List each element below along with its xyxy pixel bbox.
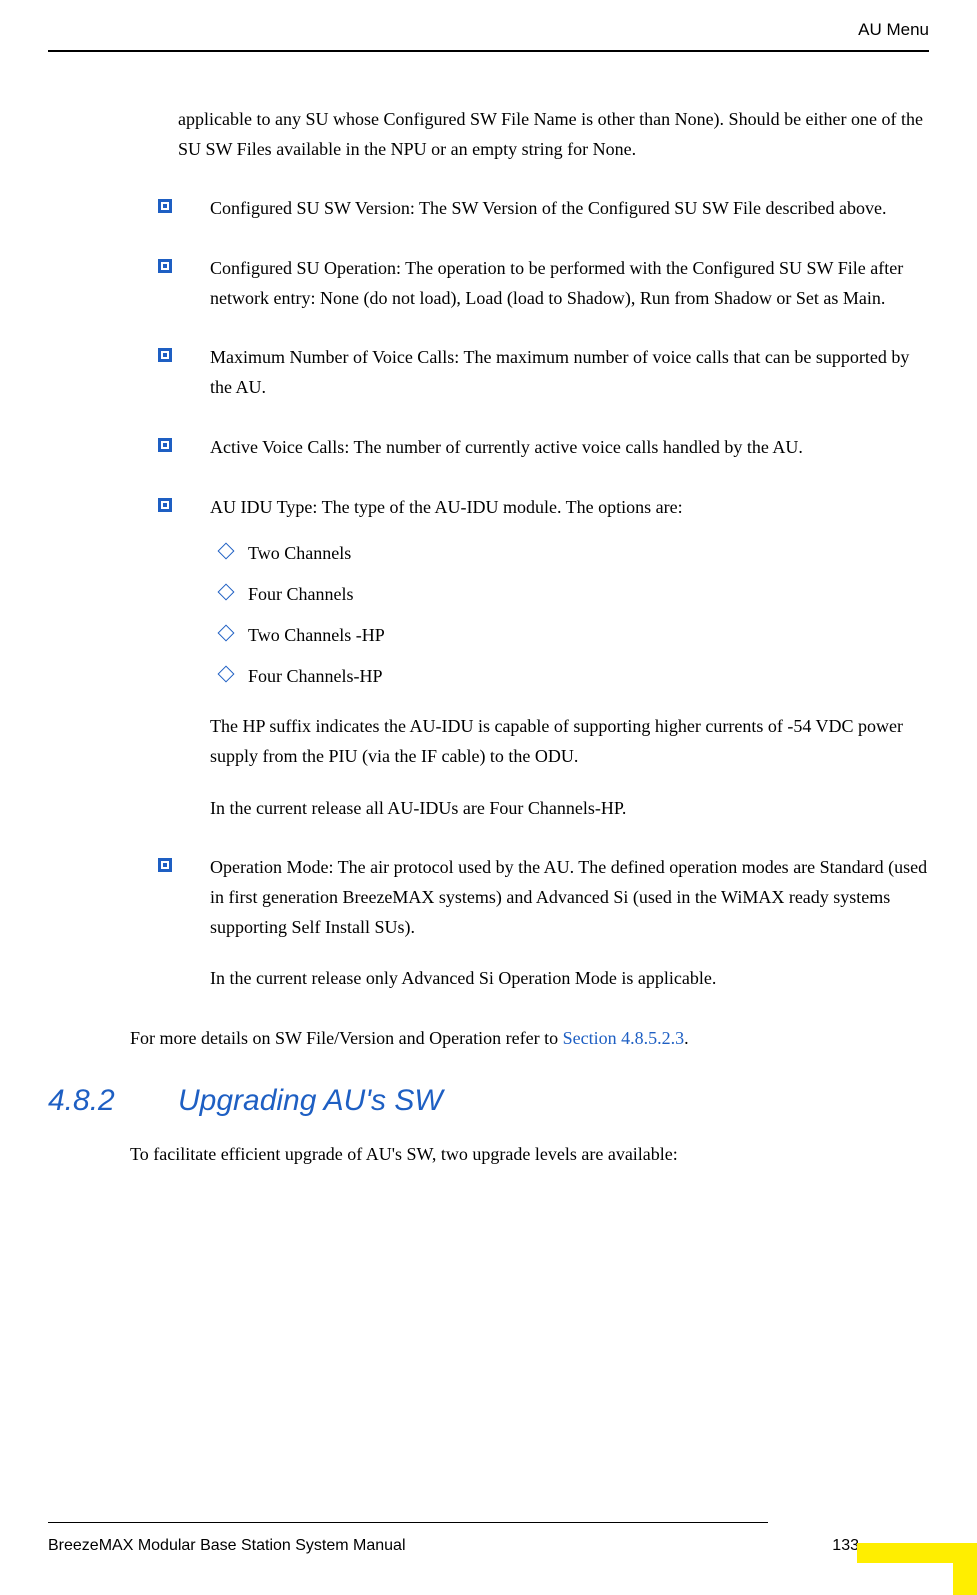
corner-inner — [857, 1563, 953, 1595]
bullet-text: Operation Mode: The air protocol used by… — [210, 857, 927, 936]
sub-item: Four Channels — [220, 581, 929, 608]
bullet-item: AU IDU Type: The type of the AU-IDU modu… — [178, 493, 929, 824]
section-title: Upgrading AU's SW — [178, 1084, 443, 1117]
header-text: AU Menu — [858, 20, 929, 40]
sub-item-text: Two Channels — [248, 543, 351, 563]
content-area: applicable to any SU whose Configured SW… — [178, 105, 929, 1169]
sub-item-text: Two Channels -HP — [248, 625, 385, 645]
square-bullet-icon — [158, 858, 172, 872]
square-bullet-icon — [158, 348, 172, 362]
sub-list: Two Channels Four Channels Two Channels … — [220, 540, 929, 690]
section-body: To facilitate efficient upgrade of AU's … — [130, 1140, 929, 1170]
footer-page-number: 133 — [832, 1537, 859, 1555]
section-link[interactable]: Section 4.8.5.2.3 — [563, 1028, 685, 1048]
sub-item: Two Channels -HP — [220, 622, 929, 649]
header-rule — [48, 50, 929, 52]
continuation-text: The HP suffix indicates the AU-IDU is ca… — [210, 712, 929, 771]
footer: BreezeMAX Modular Base Station System Ma… — [48, 1537, 929, 1555]
diamond-bullet-icon — [218, 584, 235, 601]
footer-title: BreezeMAX Modular Base Station System Ma… — [48, 1537, 406, 1555]
bullet-item: Configured SU Operation: The operation t… — [178, 254, 929, 313]
sub-item-text: Four Channels-HP — [248, 666, 383, 686]
section-heading: 4.8.2Upgrading AU's SW — [48, 1084, 929, 1118]
closing-pre: For more details on SW File/Version and … — [130, 1028, 563, 1048]
section-number: 4.8.2 — [48, 1084, 178, 1118]
sub-item: Two Channels — [220, 540, 929, 567]
bullet-text: Configured SU Operation: The operation t… — [210, 258, 903, 308]
square-bullet-icon — [158, 199, 172, 213]
sub-item-text: Four Channels — [248, 584, 354, 604]
bullet-item: Maximum Number of Voice Calls: The maxim… — [178, 343, 929, 402]
bullet-item: Active Voice Calls: The number of curren… — [178, 433, 929, 463]
bullet-text: Configured SU SW Version: The SW Version… — [210, 198, 886, 218]
square-bullet-icon — [158, 498, 172, 512]
footer-rule — [48, 1522, 768, 1523]
intro-paragraph: applicable to any SU whose Configured SW… — [178, 105, 929, 164]
bullet-text: AU IDU Type: The type of the AU-IDU modu… — [210, 497, 683, 517]
corner-side-bar — [953, 1543, 977, 1595]
diamond-bullet-icon — [218, 543, 235, 560]
closing-paragraph: For more details on SW File/Version and … — [130, 1024, 929, 1054]
closing-post: . — [684, 1028, 689, 1048]
sub-item: Four Channels-HP — [220, 663, 929, 690]
bullet-item: Configured SU SW Version: The SW Version… — [178, 194, 929, 224]
continuation-text: In the current release all AU-IDUs are F… — [210, 794, 929, 824]
bullet-item: Operation Mode: The air protocol used by… — [178, 853, 929, 994]
diamond-bullet-icon — [218, 625, 235, 642]
bullet-text: Maximum Number of Voice Calls: The maxim… — [210, 347, 909, 397]
square-bullet-icon — [158, 438, 172, 452]
diamond-bullet-icon — [218, 666, 235, 683]
square-bullet-icon — [158, 259, 172, 273]
continuation-text: In the current release only Advanced Si … — [210, 964, 929, 994]
bullet-text: Active Voice Calls: The number of curren… — [210, 437, 803, 457]
